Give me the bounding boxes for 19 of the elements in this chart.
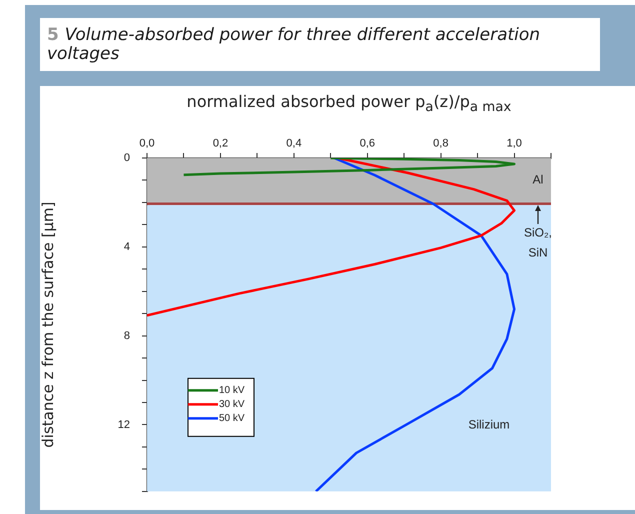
y-tick-label: 4 bbox=[124, 240, 130, 253]
band-label: Al bbox=[532, 172, 544, 187]
x-tick-label: 0,6 bbox=[360, 137, 376, 150]
x-tick-label: 0,0 bbox=[139, 137, 155, 150]
legend-label: 30 kV bbox=[219, 399, 245, 410]
x-tick-label: 0,4 bbox=[286, 137, 302, 150]
band-label: Silizium bbox=[468, 418, 510, 432]
legend-label: 10 kV bbox=[219, 385, 245, 396]
y-axis-title: distance z from the surface [µm] bbox=[38, 202, 57, 448]
x-tick-label: 1,0 bbox=[506, 137, 522, 150]
y-tick-label: 8 bbox=[124, 330, 130, 342]
y-tick-label: 0 bbox=[124, 152, 130, 164]
legend-label: 50 kV bbox=[219, 413, 245, 424]
x-axis-title: normalized absorbed power p$_{a}$(z)/p$_{a max}$ bbox=[186, 92, 512, 116]
x-tick-label: 0,2 bbox=[212, 137, 228, 150]
x-tick-label: 0,8 bbox=[433, 137, 448, 150]
band-label: SiO₂, SiN bbox=[524, 225, 552, 260]
chart-title: 5 Volume-absorbed power for three different acceleration voltages bbox=[47, 25, 540, 64]
y-tick-label: 12 bbox=[118, 418, 130, 431]
